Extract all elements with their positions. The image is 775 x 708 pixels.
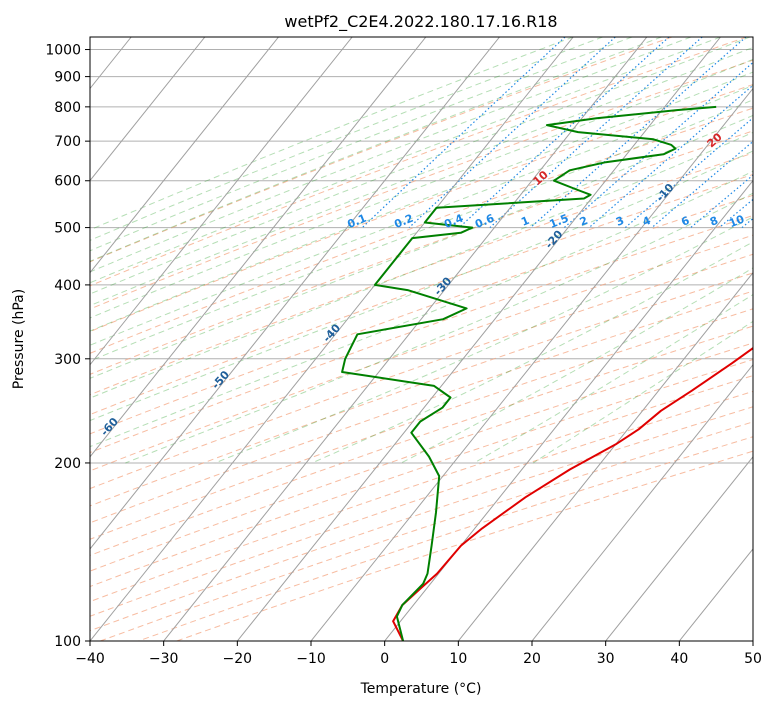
mixing-ratio-label: 10: [727, 212, 746, 230]
moist-adiabat-line: [90, 150, 753, 422]
isotherm-line: [90, 37, 427, 458]
x-tick-label: −30: [149, 651, 179, 667]
mixing-ratio-line: [651, 140, 753, 229]
isotherm-line: [90, 37, 500, 550]
isotherm-line: [457, 271, 753, 641]
mixing-ratio-label: 2: [578, 214, 590, 229]
moist-adiabat-line: [90, 37, 633, 252]
dry-adiabat-line: [90, 234, 753, 472]
mixing-ratio-line: [458, 37, 670, 229]
moist-adiabat-line: [90, 170, 753, 448]
dry-adiabats: [90, 37, 753, 641]
moist-adiabat-line: [311, 241, 753, 464]
dewpoint-profile-line: [341, 105, 717, 641]
moist-adiabat-line: [90, 46, 753, 307]
isotherm-line: [163, 37, 648, 641]
x-tick-label: 20: [523, 651, 541, 667]
dry-adiabat-line: [90, 253, 753, 490]
y-tick-label: 700: [54, 134, 81, 150]
moist-adiabat-line: [214, 216, 753, 464]
dry-adiabat-line: [90, 290, 753, 524]
x-tick-label: 30: [597, 651, 615, 667]
dry-adiabat-line: [90, 390, 753, 617]
moist-adiabat-line: [90, 71, 753, 332]
isotherm-line: [90, 37, 574, 641]
mixing-ratio-label: 8: [708, 214, 720, 229]
dry-adiabat-line: [90, 194, 753, 435]
dry-adiabat-line: [90, 37, 747, 287]
x-tick-label: 50: [744, 651, 762, 667]
y-tick-label: 100: [54, 634, 81, 650]
dry-adiabat-line: [90, 107, 753, 354]
moist-adiabat-line: [90, 58, 753, 319]
dry-adiabat-line: [90, 130, 753, 375]
moist-adiabat-line: [90, 114, 753, 379]
dry-adiabat-line: [90, 59, 753, 310]
moist-adiabat-line: [90, 37, 603, 241]
moist-adiabat-line: [532, 320, 753, 464]
moist-adiabat-line: [90, 37, 692, 273]
y-tick-label: 600: [54, 174, 81, 190]
y-tick-label: 400: [54, 278, 81, 294]
isotherm-line: [90, 37, 279, 274]
pressure-grid: [90, 49, 753, 641]
x-tick-label: 10: [449, 651, 467, 667]
y-axis-ticks: 100 200 300 400 500 600 700 800 900 1000: [45, 43, 90, 650]
x-tick-label: 40: [670, 651, 688, 667]
moist-adiabat-line: [90, 37, 574, 231]
moist-adiabat-line: [90, 131, 753, 399]
mixing-ratio-line: [489, 37, 703, 229]
plot-frame: [89, 36, 754, 642]
moist-adiabats: [90, 37, 753, 464]
dry-adiabat-line: [90, 342, 753, 572]
dry-adiabat-line: [90, 37, 673, 263]
y-tick-label: 500: [54, 221, 81, 237]
y-tick-label: 300: [54, 352, 81, 368]
isotherm-line: [90, 37, 353, 366]
moist-adiabat-line: [90, 37, 751, 295]
isotherm-line: [310, 87, 753, 641]
y-tick-label: 900: [54, 70, 81, 86]
isotherm-line: [605, 456, 753, 641]
mixing-ratio-label: 1: [519, 214, 531, 229]
moist-adiabat-line: [90, 84, 753, 346]
isotherm-line: [384, 179, 753, 641]
mixing-ratio-label: 3: [614, 214, 626, 229]
dry-adiabat-line: [90, 375, 753, 603]
isotherm-line: [90, 37, 206, 182]
dry-adiabat-line: [90, 308, 753, 540]
y-tick-label: 800: [54, 100, 81, 116]
mixing-ratio-line: [563, 61, 753, 229]
moist-adiabat-line: [125, 192, 753, 464]
x-tick-label: −40: [75, 651, 105, 667]
chart-title: wetPf2_C2E4.2022.180.17.16.R18: [284, 12, 557, 32]
isotherm-line: [531, 363, 753, 641]
dry-adiabat-line: [90, 173, 753, 416]
y-tick-label: 1000: [45, 43, 81, 59]
y-axis-title: Pressure (hPa): [11, 289, 27, 389]
moist-adiabat-line: [90, 37, 662, 262]
y-tick-label: 200: [54, 456, 81, 472]
moist-adiabat-line: [473, 293, 753, 464]
x-axis-ticks: −40 −30 −20 −10 0 10 20 30 40 50: [75, 641, 762, 667]
profile-series: [341, 105, 753, 641]
moist-adiabat-line: [90, 99, 753, 362]
x-tick-label: 0: [380, 651, 389, 667]
x-axis-title: Temperature (°C): [360, 681, 482, 697]
temperature-profile-line: [392, 346, 753, 641]
x-tick-label: −20: [223, 651, 253, 667]
moist-adiabat-line: [90, 37, 721, 284]
x-tick-label: −10: [296, 651, 326, 667]
